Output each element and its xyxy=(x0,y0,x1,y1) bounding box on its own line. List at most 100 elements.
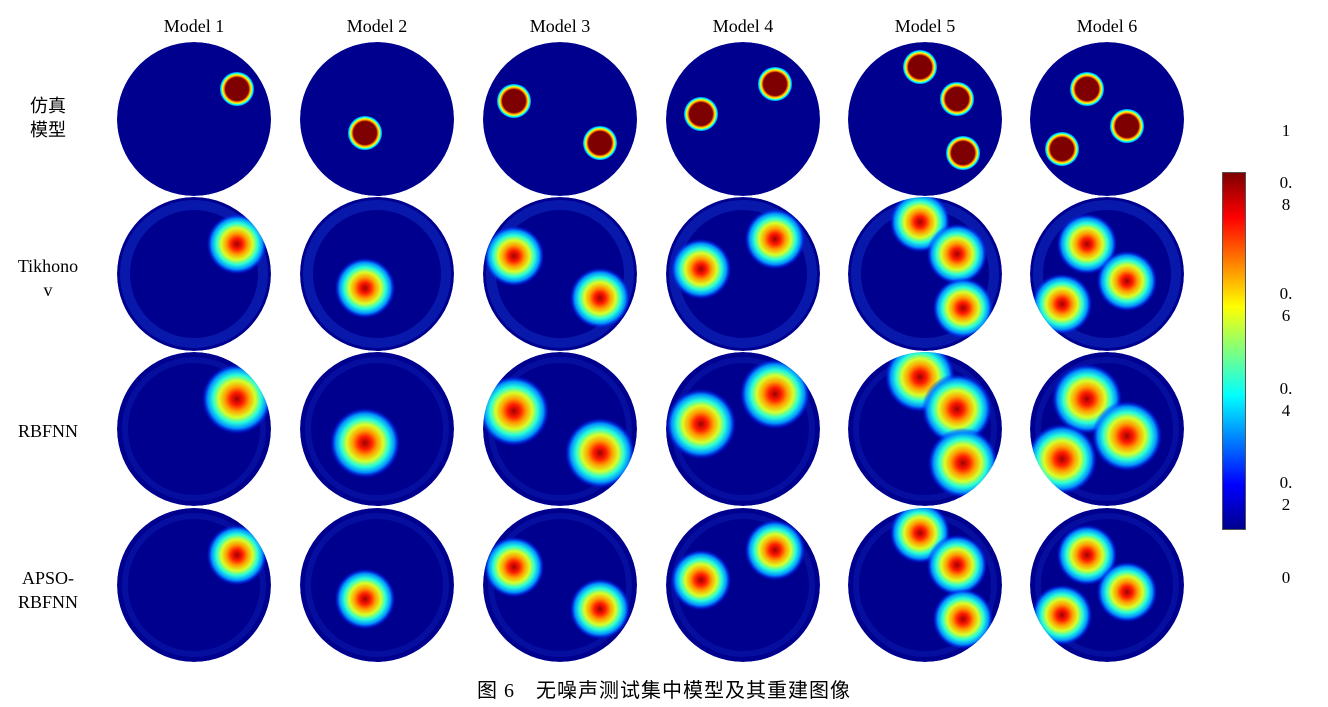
anomaly-blob xyxy=(758,67,792,101)
field-image-svg xyxy=(117,352,271,506)
field-image-svg xyxy=(1030,42,1184,196)
field-image-svg xyxy=(483,42,637,196)
field-image xyxy=(845,349,1005,509)
field-image xyxy=(114,505,274,665)
anomaly-blob xyxy=(670,238,732,300)
colorbar-tick-label: 0. 6 xyxy=(1279,284,1293,325)
field-image xyxy=(663,505,823,665)
field-image-svg xyxy=(300,42,454,196)
field-image xyxy=(1027,349,1187,509)
field-image xyxy=(297,39,457,199)
anomaly-blob xyxy=(926,223,988,285)
field-image xyxy=(1027,194,1187,354)
field-image-svg xyxy=(300,508,454,662)
field-image xyxy=(297,194,457,354)
field-image xyxy=(114,194,274,354)
background-haze xyxy=(122,357,266,501)
anomaly-blob xyxy=(1096,561,1158,623)
row-label-line: v xyxy=(43,280,53,300)
field-image-svg xyxy=(666,352,820,506)
anomaly-blob xyxy=(497,84,531,118)
field-image xyxy=(297,349,457,509)
field-image xyxy=(663,39,823,199)
field-image xyxy=(480,194,640,354)
column-title: Model 1 xyxy=(163,16,225,36)
column-title: Model 5 xyxy=(894,16,956,36)
anomaly-blob xyxy=(1096,250,1158,312)
anomaly-blob xyxy=(921,373,993,445)
figure-caption: 图 6 无噪声测试集中模型及其重建图像 xyxy=(477,680,851,702)
field-image-svg xyxy=(1030,508,1184,662)
anomaly-blob xyxy=(334,568,396,630)
colorbar xyxy=(1222,172,1246,530)
field-image xyxy=(663,349,823,509)
anomaly-blob xyxy=(201,363,271,435)
field-image xyxy=(1027,505,1187,665)
anomaly-blob xyxy=(1045,132,1079,166)
field-image-svg xyxy=(483,197,637,351)
background-haze xyxy=(305,357,449,501)
row-label: 仿真 模型 xyxy=(6,94,90,142)
background-haze xyxy=(1035,357,1179,501)
field-image xyxy=(114,349,274,509)
field-image xyxy=(114,39,274,199)
anomaly-blob xyxy=(564,417,636,489)
row-label: RBFNN xyxy=(6,419,90,443)
anomaly-blob xyxy=(1031,273,1093,335)
anomaly-blob xyxy=(684,97,718,131)
row-label-line: Tikhono xyxy=(17,256,79,276)
field-image-svg xyxy=(848,197,1002,351)
anomaly-blob xyxy=(220,72,254,106)
anomaly-blob xyxy=(1056,213,1118,275)
row-label-line: 模型 xyxy=(30,120,66,140)
column-title: Model 6 xyxy=(1076,16,1138,36)
field-image-svg xyxy=(848,508,1002,662)
field-image-svg xyxy=(1030,352,1184,506)
column-title: Model 3 xyxy=(529,16,591,36)
background-haze xyxy=(122,513,266,657)
colorbar-tick-label: 0. 8 xyxy=(1279,173,1293,214)
anomaly-blob xyxy=(334,257,396,319)
anomaly-blob xyxy=(1070,72,1104,106)
anomaly-blob xyxy=(583,126,617,160)
anomaly-blob xyxy=(927,427,999,499)
anomaly-blob xyxy=(946,136,980,170)
row-label: APSO- RBFNN xyxy=(6,566,90,614)
anomaly-blob xyxy=(940,82,974,116)
anomaly-blob xyxy=(329,407,401,479)
field-image xyxy=(845,39,1005,199)
anomaly-blob xyxy=(569,578,631,640)
anomaly-blob xyxy=(206,524,268,586)
anomaly-blob xyxy=(932,588,994,650)
anomaly-blob xyxy=(569,267,631,329)
field-image xyxy=(480,349,640,509)
anomaly-blob xyxy=(1091,400,1163,472)
background-haze xyxy=(305,513,449,657)
anomaly-blob xyxy=(1030,423,1098,495)
anomaly-blob xyxy=(483,375,550,447)
anomaly-blob xyxy=(483,536,545,598)
field-image-svg xyxy=(483,508,637,662)
background-haze xyxy=(1035,513,1179,657)
anomaly-blob xyxy=(670,549,732,611)
anomaly-blob xyxy=(1056,524,1118,586)
field-image-svg xyxy=(1030,197,1184,351)
colorbar-tick-label: 0 xyxy=(1281,568,1291,587)
background-haze xyxy=(303,200,451,348)
anomaly-blob xyxy=(744,519,806,581)
field-image-svg xyxy=(117,197,271,351)
anomaly-blob xyxy=(744,208,806,270)
field-image xyxy=(480,505,640,665)
field-image-svg xyxy=(483,352,637,506)
row-label-line: 仿真 xyxy=(30,96,66,116)
anomaly-blob xyxy=(483,225,545,287)
anomaly-blob xyxy=(1031,584,1093,646)
anomaly-blob xyxy=(903,50,937,84)
column-title: Model 4 xyxy=(712,16,774,36)
field-image xyxy=(1027,39,1187,199)
row-label-line: APSO- xyxy=(21,568,74,588)
anomaly-blob xyxy=(932,277,994,339)
field-image xyxy=(845,194,1005,354)
anomaly-blob xyxy=(739,358,811,430)
field-image-svg xyxy=(300,197,454,351)
